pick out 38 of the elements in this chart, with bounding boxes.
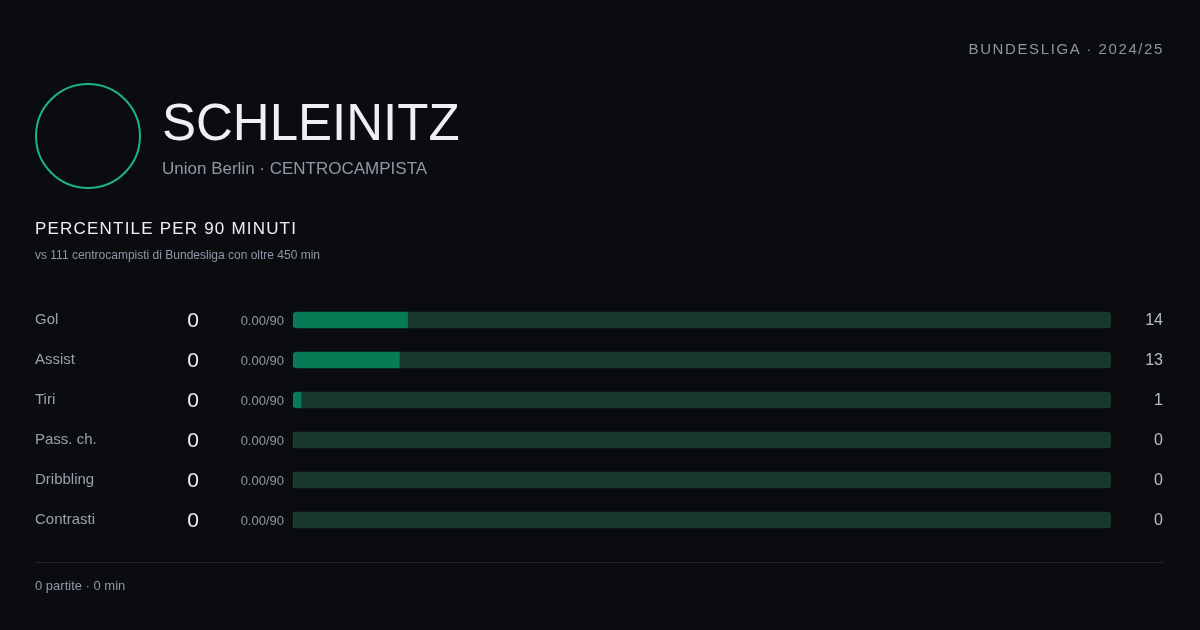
data-label: 0 (1154, 471, 1164, 489)
data-label: 0 (1154, 431, 1164, 449)
text: 0 (187, 347, 199, 371)
y-tick-label: Assist (35, 350, 76, 368)
text: 0.00/90 (240, 312, 284, 328)
bar (300, 391, 1111, 409)
data-label: 14 (1145, 311, 1164, 329)
text: 0 (187, 307, 199, 331)
bar (293, 511, 1111, 529)
text: 0 (187, 427, 199, 451)
text: BUNDESLIGA · 2024/25 (968, 40, 1164, 57)
data-label: 13 (1145, 351, 1164, 369)
text: 0 (187, 467, 199, 491)
text: 0 (187, 507, 199, 531)
y-tick-label: Tiri (35, 390, 56, 408)
y-tick-label: Contrasti (35, 510, 96, 528)
y-tick-label: Gol (35, 310, 59, 328)
text: Union Berlin · CENTROCAMPISTA (162, 159, 428, 178)
text: vs 111 centrocampisti di Bundesliga con oltre 450 min (35, 248, 321, 262)
data-label: 1 (1154, 391, 1164, 409)
y-tick-label: Pass. ch. (35, 430, 97, 448)
data-label: 0 (1154, 511, 1164, 529)
chart-title: PERCENTILE PER 90 MINUTI (35, 219, 298, 238)
text: 0.00/90 (240, 512, 284, 528)
bar (293, 431, 1111, 449)
y-tick-label: Dribbling (35, 470, 95, 488)
text: 0 (187, 387, 199, 411)
text: 0 partite · 0 min (35, 578, 126, 593)
bar (407, 311, 1111, 329)
bar (293, 311, 408, 329)
bar (399, 351, 1111, 369)
text: 0.00/90 (240, 472, 284, 488)
text: 0.00/90 (240, 352, 284, 368)
text: 0.00/90 (240, 432, 284, 448)
text: SCHLEINITZ (162, 94, 460, 151)
bar (293, 471, 1111, 489)
text: 0.00/90 (240, 392, 284, 408)
bar (293, 351, 400, 369)
